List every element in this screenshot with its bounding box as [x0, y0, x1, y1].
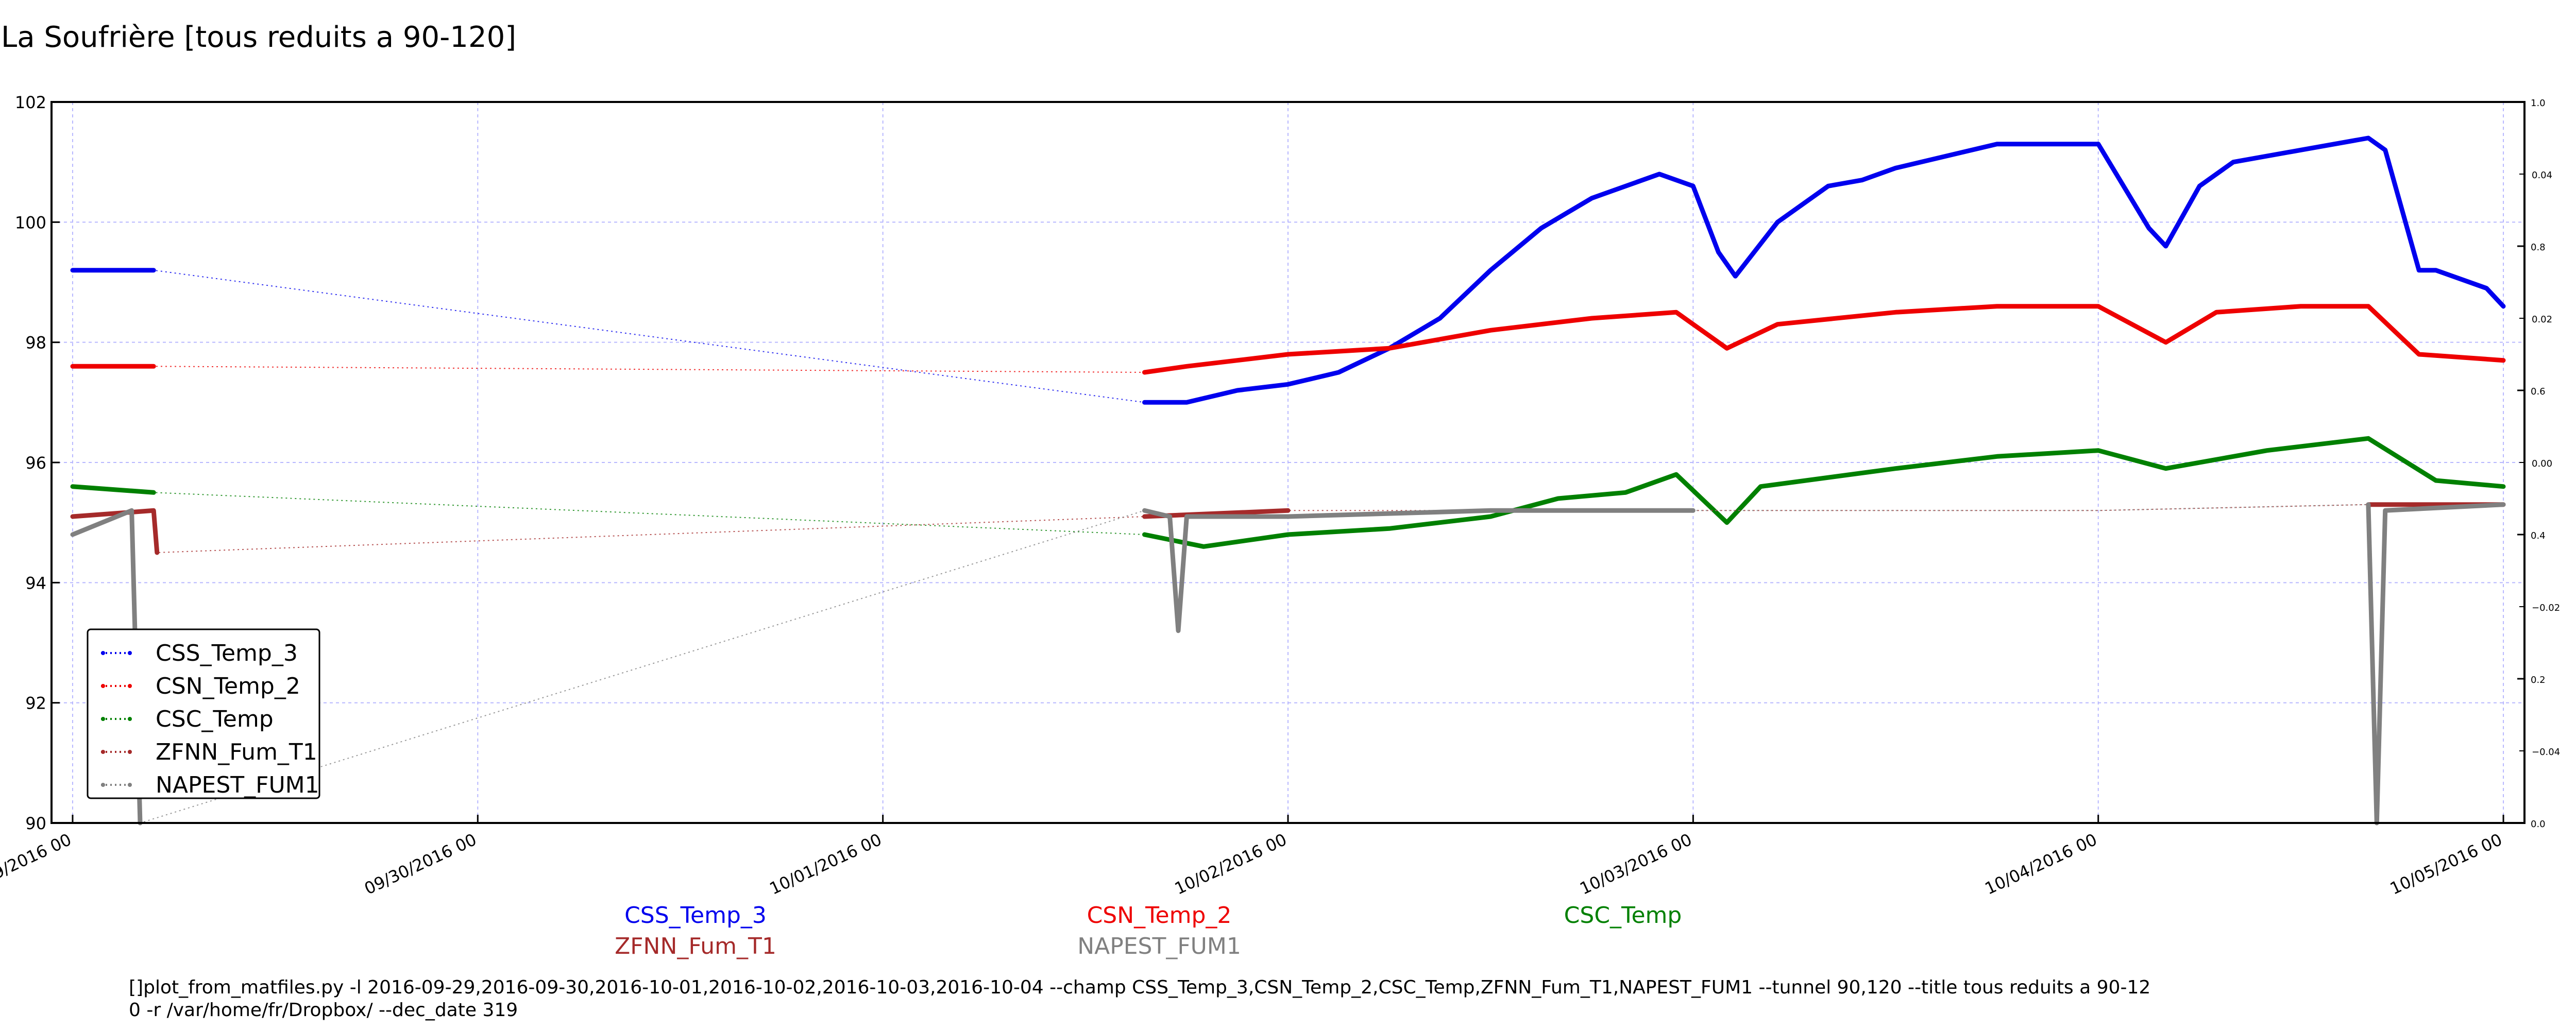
series-line-napest-fum1: [1142, 508, 1696, 633]
x-tick-label: 10/01/2016 00: [767, 830, 885, 899]
right-axis-tick-label: 0.2: [2531, 675, 2546, 685]
series-line-csc-temp: [1142, 436, 2506, 549]
x-tick-label: 09/29/2016 00: [0, 830, 74, 899]
command-line-caption: []plot_from_matfiles.py -l 2016-09-29,20…: [129, 976, 2150, 1022]
series-line-css-temp-3: [1142, 135, 2506, 405]
grid-lines: [52, 102, 2524, 823]
series-connector-zfnn-fum-t1: [72, 504, 2503, 554]
legend-marker: [101, 717, 105, 721]
y-tick-label: 92: [25, 694, 46, 713]
legend-label: CSC_Temp: [156, 706, 274, 732]
legend-marker: [128, 717, 132, 721]
legend-marker: [101, 783, 105, 787]
series-connector-napest-fum1: [72, 504, 2504, 824]
legend-label: ZFNN_Fum_T1: [156, 739, 317, 765]
right-axis-2-tick-label: 0.04: [2532, 170, 2552, 181]
x-tick-label: 10/05/2016 00: [2387, 830, 2505, 899]
legend-box: [87, 628, 320, 799]
y-tick-label: 102: [15, 93, 46, 112]
legend-marker: [128, 783, 132, 787]
right-axis-tick-label: 0.6: [2531, 386, 2546, 397]
axes: 09/29/2016 00 09/30/2016 00 10/01/2016 00 1…: [0, 93, 2560, 899]
page-title: La Soufrière [tous reduits a 90-120]: [1, 21, 517, 54]
right-axis-2-tick-label: −0.02: [2532, 603, 2560, 613]
legend-marker: [101, 684, 105, 688]
x-tick-label: 09/30/2016 00: [361, 830, 479, 899]
legend-label: NAPEST_FUM1: [156, 772, 319, 798]
legend-marker: [101, 651, 105, 655]
y-tick-label: 90: [25, 814, 46, 833]
legend: CSS_Temp_3 CSN_Temp_2 CSC_Temp ZFNN_Fum_T1 N…: [87, 628, 320, 799]
legend-marker: [128, 750, 132, 754]
legend-marker: [128, 651, 132, 655]
trace-label-napest-fum1: NAPEST_FUM1: [1077, 933, 1241, 959]
x-tick-label: 10/02/2016 00: [1172, 830, 1290, 899]
right-axis-tick-label: 0.8: [2531, 242, 2546, 253]
y-tick-label: 96: [25, 453, 46, 473]
series-line-napest-fum1: [2366, 502, 2506, 826]
legend-label: CSS_Temp_3: [156, 640, 298, 666]
legend-marker: [128, 684, 132, 688]
trace-label-css-temp-3: CSS_Temp_3: [624, 902, 767, 929]
y-tick-label: 94: [25, 573, 46, 593]
trace-label-csc-temp: CSC_Temp: [1564, 902, 1682, 929]
legend-label: CSN_Temp_2: [156, 673, 300, 699]
x-tick-label: 10/04/2016 00: [1982, 830, 2100, 899]
y-tick-label: 98: [25, 333, 46, 353]
legend-marker: [101, 750, 105, 754]
series-line-csn-temp-2: [1142, 304, 2506, 375]
trace-label-zfnn-fum-t1: ZFNN_Fum_T1: [615, 933, 776, 959]
right-axis-tick-label: 0.0: [2531, 819, 2546, 830]
command-line-2: 0 -r /var/home/fr/Dropbox/ --dec_date 31…: [129, 1000, 518, 1021]
x-tick-label: 10/03/2016 00: [1577, 830, 1694, 899]
trace-label-csn-temp-2: CSN_Temp_2: [1087, 902, 1232, 929]
command-line-1: []plot_from_matfiles.py -l 2016-09-29,20…: [129, 977, 2151, 998]
y-tick-label: 100: [15, 213, 46, 232]
series-line-csc-temp: [70, 484, 156, 495]
right-axis-tick-label: 0.4: [2531, 530, 2546, 541]
series-layer: [70, 135, 2506, 826]
right-axis-2-tick-label: 0.02: [2532, 314, 2552, 325]
right-axis-2-tick-label: −0.04: [2532, 747, 2560, 758]
right-axis-tick-label: 1.0: [2531, 98, 2546, 109]
right-axis-2-tick-label: 0.00: [2532, 458, 2552, 469]
series-line-zfnn-fum-t1: [70, 508, 160, 555]
